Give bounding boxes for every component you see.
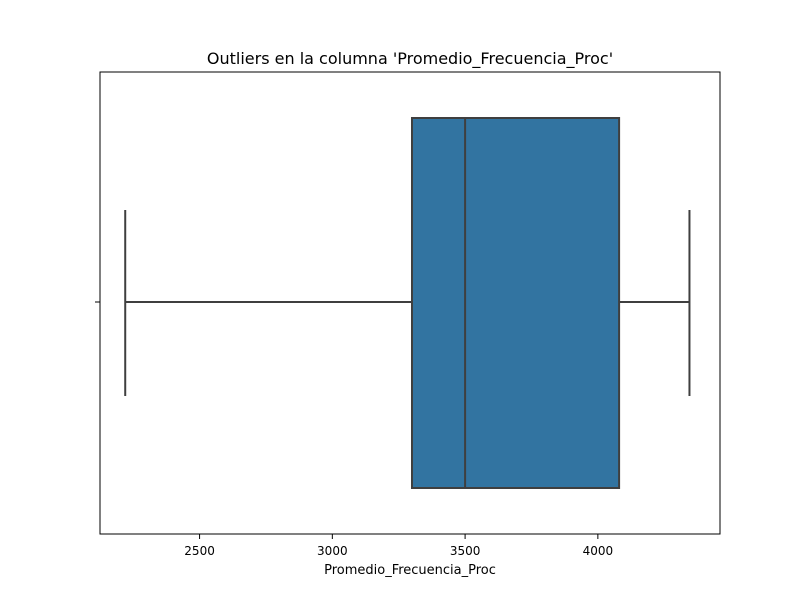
x-tick-label: 3000 — [317, 544, 348, 558]
x-axis-ticks: 2500 3000 3500 4000 — [184, 534, 613, 558]
x-tick-label: 2500 — [184, 544, 215, 558]
box-group — [124, 117, 691, 489]
x-axis-label: Promedio_Frecuencia_Proc — [324, 563, 496, 578]
chart-title: Outliers en la columna 'Promedio_Frecuen… — [207, 49, 613, 69]
iqr-box — [410, 117, 621, 489]
plot-area-frame — [99, 71, 721, 535]
x-tick-label: 3500 — [450, 544, 481, 558]
x-tick-label: 4000 — [583, 544, 614, 558]
